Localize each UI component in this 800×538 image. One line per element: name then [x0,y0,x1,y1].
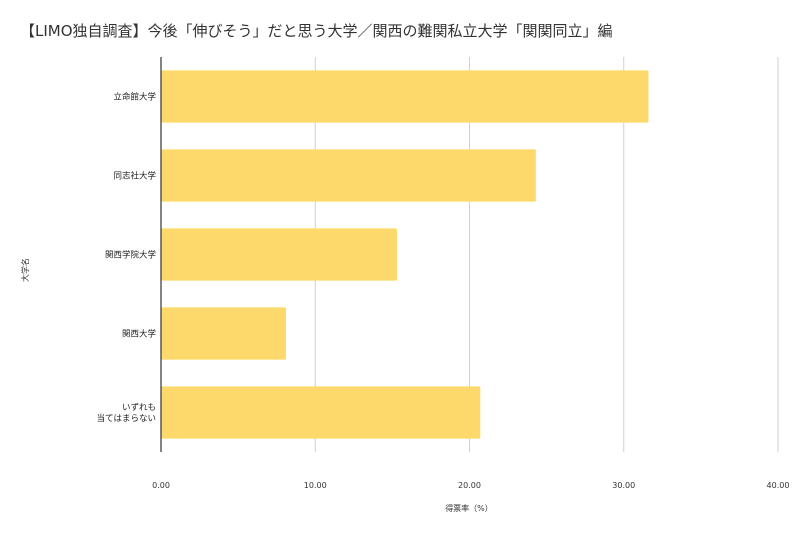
x-tick-label: 0.00 [152,481,170,490]
x-tick-label: 20.00 [458,481,481,490]
bar [161,307,286,360]
bar [161,149,536,202]
category-label: 関西学院大学 [105,250,157,261]
x-axis-title: 得票率（%） [445,503,493,513]
category-label: 関西大学 [122,329,157,340]
bar [161,386,481,439]
chart-title: 【LIMO独自調査】今後「伸びそう」だと思う大学／関西の難関私立大学「関関同立」… [20,22,613,40]
category-label: 当てはまらない [97,413,156,424]
x-tick-label: 30.00 [612,481,635,490]
bar [161,228,398,281]
y-axis-title: 大学名 [20,258,30,282]
bar [161,70,649,123]
labels: 0.00 10.00 20.00 30.00 40.00 立命館大学同志社大学関西学院大学… [97,92,790,491]
x-tick-label: 40.00 [767,481,790,490]
bars [161,70,649,439]
category-label: 同志社大学 [113,171,156,182]
x-tick-label: 10.00 [304,481,327,490]
category-label: 立命館大学 [113,92,156,103]
category-label: いずれも [122,402,156,413]
